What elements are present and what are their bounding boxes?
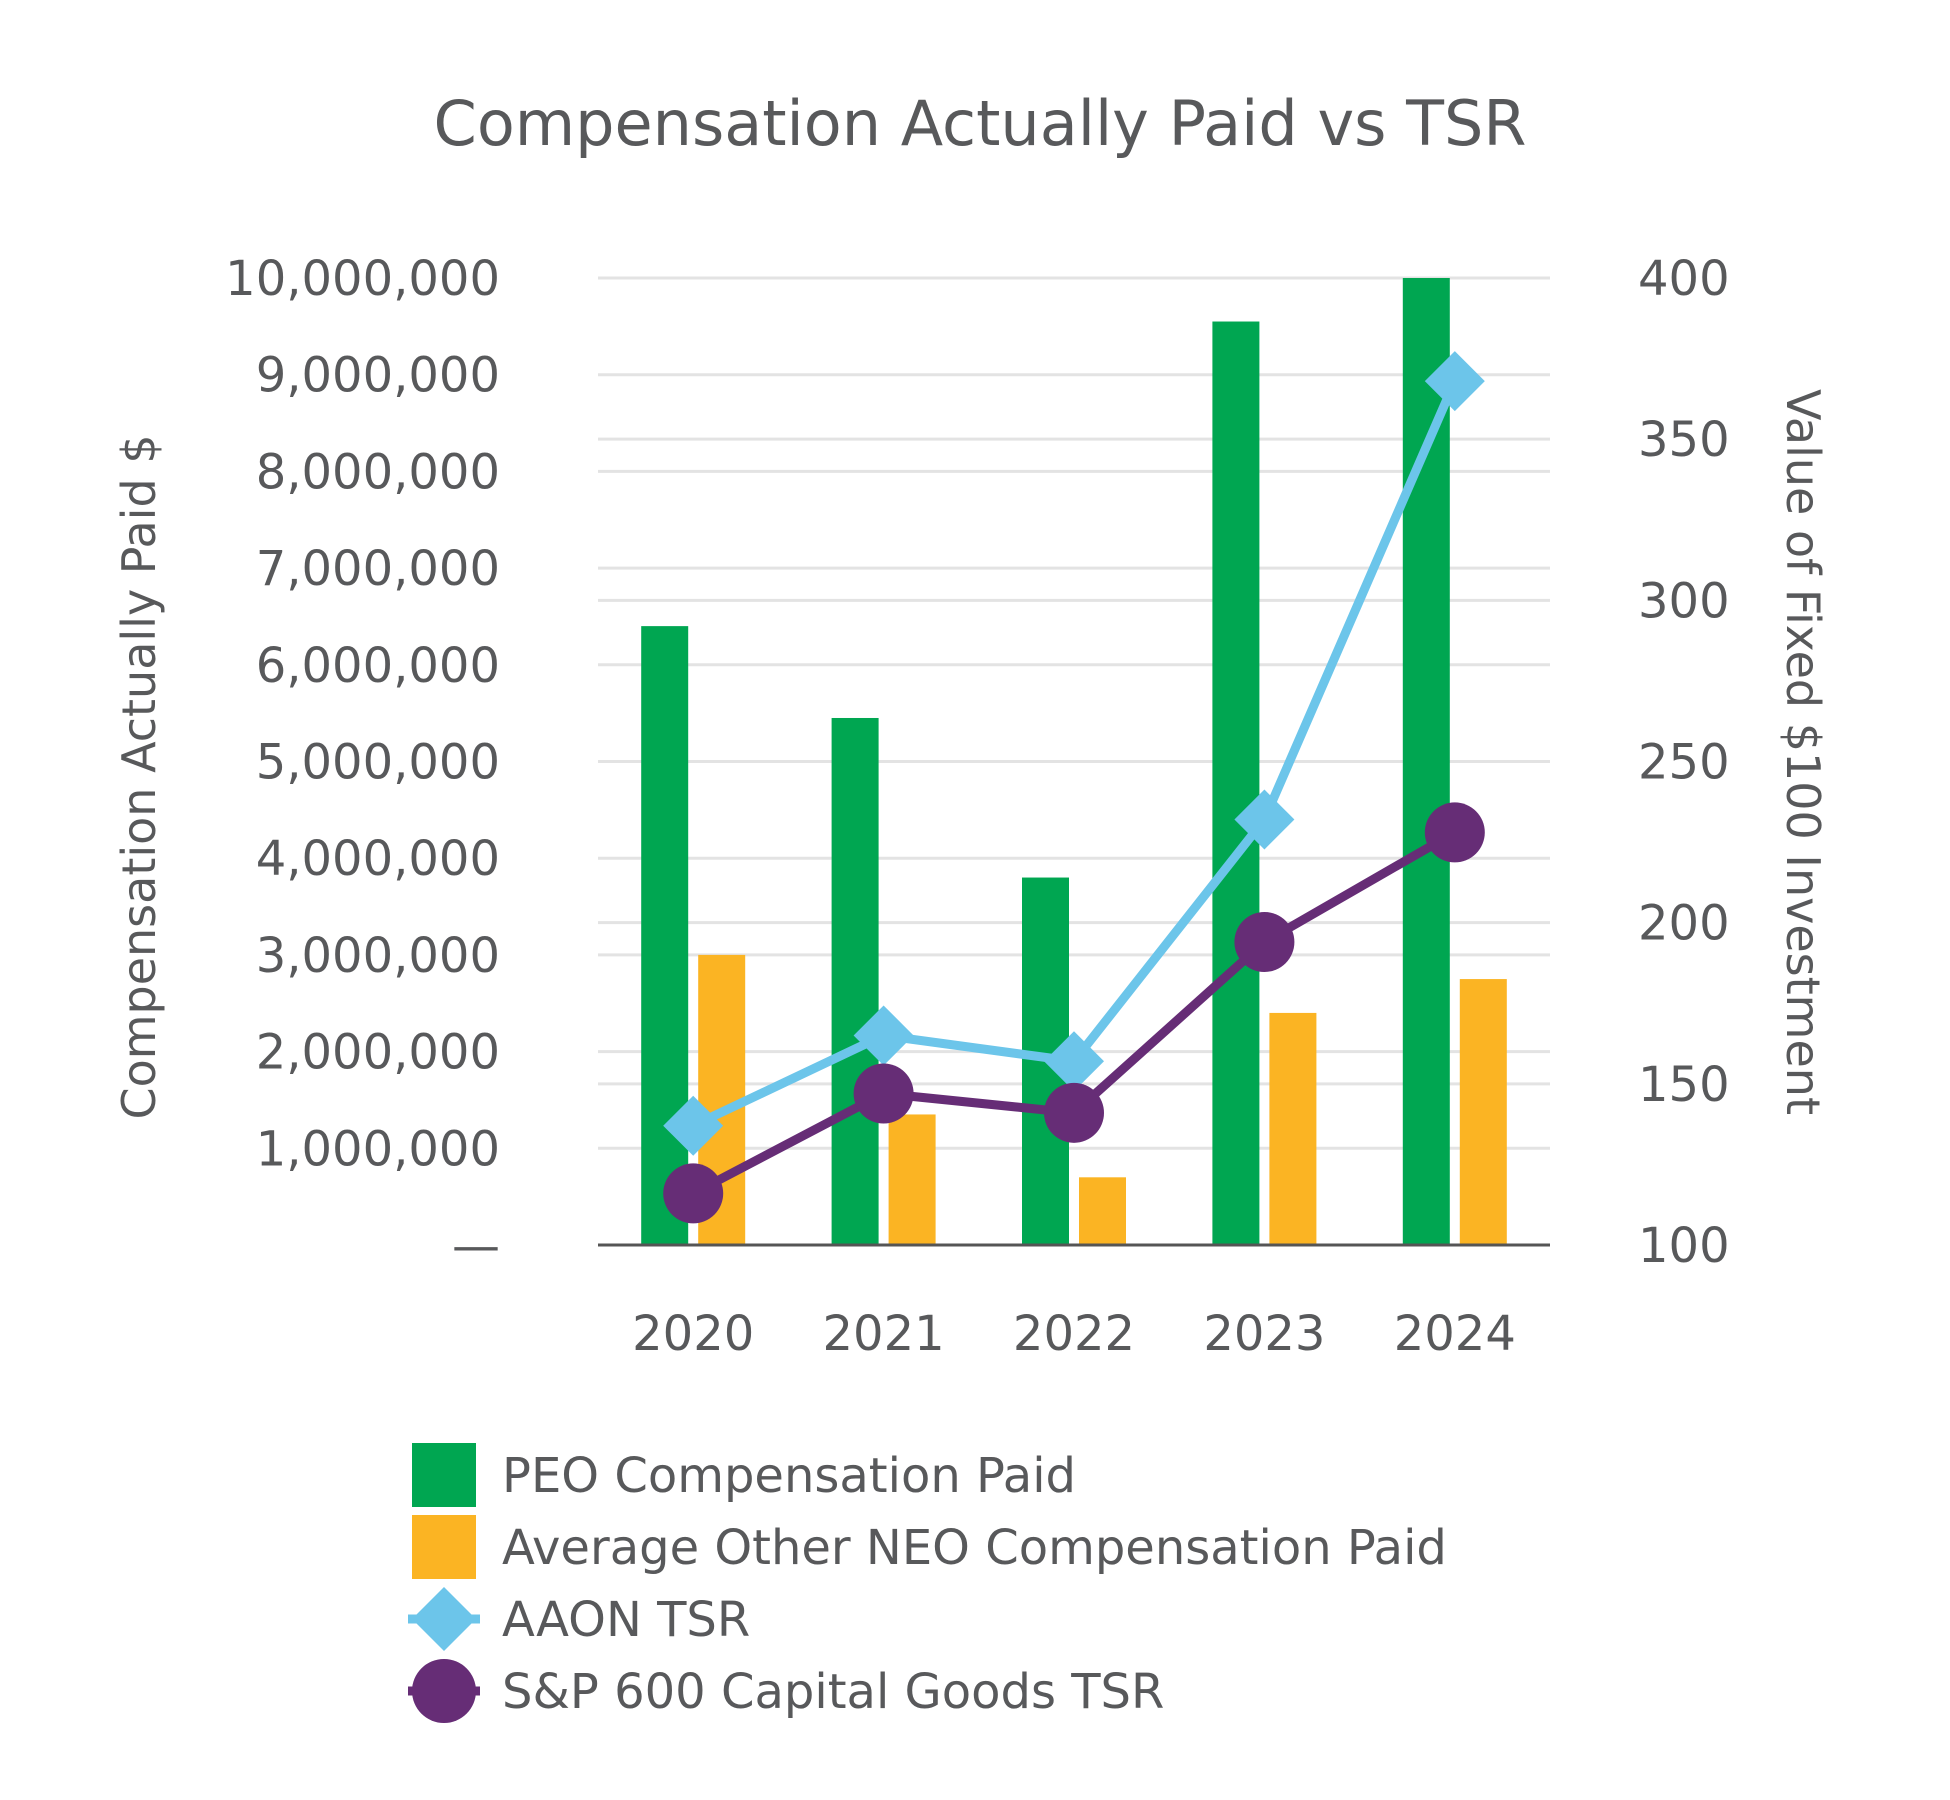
y-tick-label: 2,000,000 [256,1025,500,1081]
bar-neo-2022 [1079,1177,1126,1245]
legend: PEO Compensation Paid Average Other NEO C… [408,1443,1447,1723]
sp600-tsr-marker-2021 [853,1063,914,1124]
legend-label: PEO Compensation Paid [502,1448,1076,1504]
y2-tick-label: 200 [1638,896,1730,952]
aaon-tsr-marker-2023 [1234,789,1295,850]
bar-neo-2021 [888,1114,936,1245]
legend-label: S&P 600 Capital Goods TSR [502,1664,1164,1720]
legend-swatch-1 [412,1515,476,1579]
aaon-tsr-marker-2024 [1424,351,1485,412]
tsr-lines [663,351,1485,1224]
legend-label: Average Other NEO Compensation Paid [502,1520,1447,1576]
aaon-tsr-line [691,379,1459,1130]
y-tick-label: — [452,1218,500,1274]
bar-peo-2023 [1212,321,1260,1245]
x-tick-label: 2021 [823,1306,945,1362]
y2-tick-label: 350 [1638,412,1730,468]
legend-label: AAON TSR [502,1592,750,1648]
y2-tick-label: 400 [1638,251,1730,307]
chart-title: Compensation Actually Paid vs TSR [434,87,1527,160]
sp600-tsr-marker-2023 [1234,912,1295,973]
y-axis-title: Compensation Actually Paid $ [112,434,166,1119]
x-tick-label: 2024 [1394,1306,1516,1362]
aaon-tsr-marker-2021 [853,1005,914,1066]
legend-swatch-3 [412,1659,476,1723]
gridlines [598,276,1550,1150]
y-tick-label: 6,000,000 [256,638,500,694]
y-tick-label: 5,000,000 [256,735,500,791]
bar-peo-2021 [831,717,879,1245]
y-tick-label: 9,000,000 [256,348,500,404]
legend-swatch-0 [412,1443,476,1507]
y-tick-label: 3,000,000 [256,928,500,984]
sp600-tsr-marker-2024 [1424,802,1485,863]
y2-tick-label: 100 [1638,1218,1730,1274]
bar-peo-2024 [1402,278,1450,1245]
x-tick-label: 2023 [1203,1306,1325,1362]
axes: — 1,000,000 2,000,000 3,000,000 4,000,000 5,0… [112,251,1830,1362]
sp600-tsr-marker-2020 [663,1163,724,1224]
bar-neo-2024 [1459,979,1507,1245]
x-tick-label: 2020 [632,1306,754,1362]
y2-tick-label: 250 [1638,735,1730,791]
sp600-tsr-marker-2022 [1044,1082,1104,1143]
y-tick-label: 8,000,000 [256,444,500,500]
legend-swatch-2 [412,1587,476,1651]
bar-peo-2020 [641,626,689,1245]
x-tick-label: 2022 [1013,1306,1135,1362]
y2-axis-title: Value of Fixed $100 Investment [1776,389,1830,1115]
bar-neo-2023 [1269,1012,1317,1245]
aaon-tsr-marker-2022 [1044,1031,1104,1092]
y-tick-label: 7,000,000 [256,541,500,597]
y-tick-label: 4,000,000 [256,831,500,887]
aaon-tsr-marker-2020 [663,1095,724,1156]
y2-tick-label: 300 [1638,573,1730,629]
y-tick-label: 10,000,000 [225,251,500,307]
y2-tick-label: 150 [1638,1057,1730,1113]
y-tick-label: 1,000,000 [256,1121,500,1177]
